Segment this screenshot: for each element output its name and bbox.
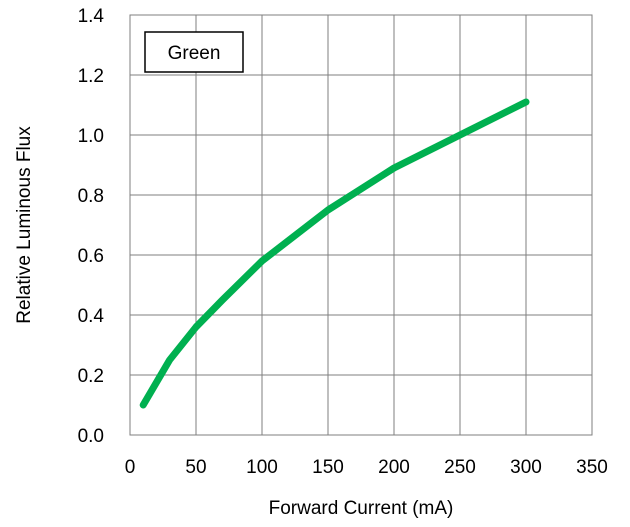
y-tick-label: 0.4 [78, 306, 105, 327]
y-tick-label: 1.4 [78, 6, 105, 27]
x-tick-label: 250 [444, 457, 476, 478]
y-axis-title: Relative Luminous Flux [14, 126, 35, 324]
x-tick-label: 150 [312, 457, 344, 478]
x-tick-label: 100 [246, 457, 278, 478]
y-tick-label: 1.0 [78, 126, 104, 147]
series-layer [143, 102, 526, 405]
y-axis-ticks: 0.0 0.2 0.4 0.6 0.8 1.0 1.2 1.4 [78, 6, 105, 447]
y-tick-label: 0.2 [78, 366, 104, 387]
legend-label: Green [168, 43, 221, 64]
x-tick-label: 0 [125, 457, 136, 478]
y-tick-label: 0.6 [78, 246, 104, 267]
x-tick-label: 300 [510, 457, 542, 478]
y-tick-label: 0.8 [78, 186, 104, 207]
x-tick-label: 200 [378, 457, 410, 478]
grid [130, 15, 592, 435]
y-tick-label: 0.0 [78, 426, 104, 447]
x-axis-ticks: 0 50 100 150 200 250 300 350 [125, 457, 608, 478]
x-tick-label: 350 [576, 457, 608, 478]
x-axis-title: Forward Current (mA) [269, 498, 454, 519]
series-line-green [143, 102, 526, 405]
x-tick-label: 50 [185, 457, 206, 478]
legend: Green [145, 32, 243, 72]
y-tick-label: 1.2 [78, 66, 104, 87]
plot-area-frame [130, 15, 592, 435]
